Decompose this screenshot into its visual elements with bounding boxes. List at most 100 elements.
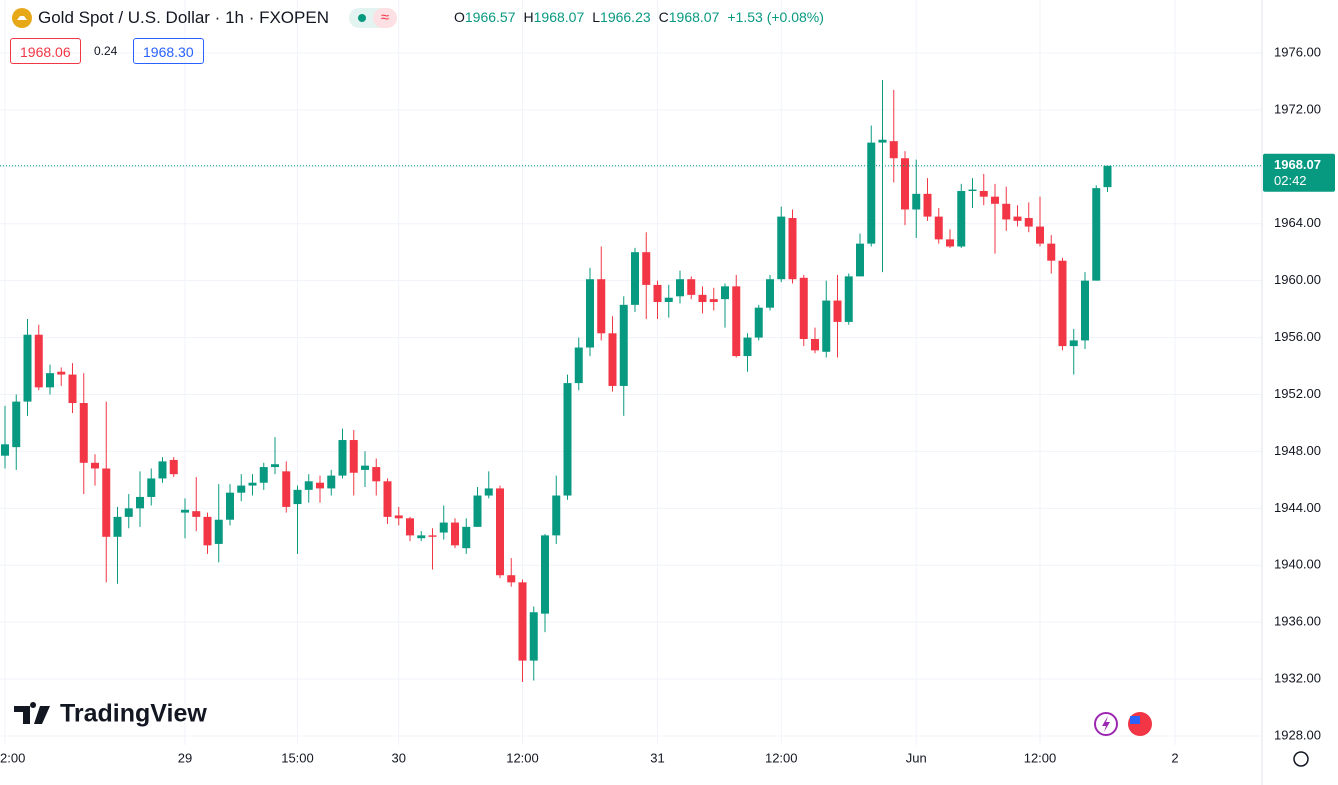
candle-body: [518, 582, 527, 661]
symbol-header[interactable]: Gold Spot / U.S. Dollar · 1h · FXOPEN ≈: [12, 7, 397, 29]
ohlc-key: H: [523, 9, 534, 25]
candle-body: [653, 284, 662, 302]
candle-body: [304, 481, 313, 490]
candle-body: [788, 218, 797, 280]
candle-body: [698, 294, 707, 302]
candle-body: [743, 337, 752, 357]
x-tick-label: 12:00: [765, 750, 798, 765]
settings-icon[interactable]: [1293, 751, 1309, 767]
y-tick-label: 1956.00: [1274, 329, 1321, 344]
candle-body: [586, 279, 594, 348]
watermark-logo: TradingView: [14, 700, 207, 728]
candle-body: [158, 461, 167, 479]
candle-body: [552, 495, 561, 536]
candle-body: [102, 468, 111, 537]
flag-canton: [1130, 716, 1140, 724]
y-tick-label: 1964.00: [1274, 215, 1321, 230]
candle-body: [282, 471, 291, 507]
x-tick-label: 2: [1171, 750, 1178, 765]
candle-body: [248, 482, 257, 486]
candle-body: [124, 508, 133, 517]
candle-body: [957, 190, 966, 247]
candle-body: [68, 374, 77, 404]
y-tick-label: 1932.00: [1274, 671, 1321, 686]
candle-body: [327, 475, 336, 489]
candle-body: [968, 189, 977, 191]
candle-body: [259, 467, 268, 483]
candle-body: [203, 516, 212, 546]
y-tick-label: 1948.00: [1274, 443, 1321, 458]
candle-body: [608, 333, 617, 386]
countdown-label: 02:42: [1274, 173, 1307, 188]
candle-body: [136, 496, 144, 509]
events-bolt: [1102, 716, 1110, 732]
candle-body: [721, 286, 729, 300]
candle-body: [1, 444, 9, 456]
y-tick-label: 1940.00: [1274, 557, 1321, 572]
candle-body: [91, 462, 99, 469]
candle-body: [867, 142, 876, 244]
candle-body: [147, 478, 156, 497]
candle-body: [709, 299, 718, 302]
candle-body: [383, 481, 392, 517]
candle-body: [113, 516, 122, 537]
x-tick-label: Jun: [906, 750, 927, 765]
candle-body: [1002, 203, 1011, 220]
y-tick-label: 1972.00: [1274, 101, 1321, 116]
ohlc-key: L: [592, 9, 601, 25]
candle-body: [856, 243, 864, 277]
candle-body: [439, 522, 448, 533]
candle-body: [192, 511, 201, 517]
ohlc-value: 1968.07: [533, 9, 585, 25]
candle-body: [1036, 226, 1044, 244]
candle-body: [979, 190, 988, 197]
x-tick-label: 30: [392, 750, 406, 765]
candle-body: [597, 279, 606, 334]
candle-body: [619, 304, 628, 386]
candle-body: [529, 612, 538, 661]
candle-body: [349, 440, 358, 473]
candle-body: [1081, 280, 1089, 341]
candle-body: [271, 464, 279, 468]
symbol-title: Gold Spot / U.S. Dollar · 1h · FXOPEN: [38, 8, 329, 27]
ohlc-legend: O1966.57 H1968.07 L1966.23 C1968.07 +1.53 (+…: [454, 9, 824, 25]
candle-body: [1024, 218, 1033, 227]
candle-body: [1047, 243, 1056, 261]
candle-body: [541, 535, 549, 614]
events-icon[interactable]: [1094, 712, 1118, 736]
bid-price[interactable]: 1968.06: [10, 38, 81, 64]
candle-body: [338, 440, 347, 476]
candle-body: [631, 252, 639, 305]
candle-body: [214, 519, 223, 544]
candle-body: [799, 277, 808, 339]
candle-body: [428, 535, 437, 537]
candle-body: [473, 495, 482, 527]
candle-body: [934, 216, 943, 240]
candle-body: [394, 515, 403, 519]
x-tick-label: 12:00: [506, 750, 539, 765]
candle-body: [293, 489, 302, 505]
candle-body: [766, 279, 774, 308]
status-badges[interactable]: ≈: [348, 8, 397, 28]
candle-body: [1069, 340, 1078, 347]
y-tick-label: 1944.00: [1274, 500, 1321, 515]
candle-body: [754, 307, 763, 338]
ask-price[interactable]: 1968.30: [133, 38, 204, 64]
spread: 0.24: [94, 44, 118, 58]
y-tick-label: 1936.00: [1274, 614, 1321, 629]
ohlc-value: 1968.07: [668, 9, 720, 25]
candle-body: [642, 252, 651, 285]
candle-body: [833, 300, 842, 322]
candle-body: [912, 193, 921, 210]
candle-body: [1013, 216, 1022, 221]
ohlc-value: 1966.23: [600, 9, 651, 25]
candle-body: [406, 518, 414, 536]
candle-body: [226, 492, 234, 520]
candle-body: [811, 338, 819, 351]
candle-body: [496, 488, 504, 576]
y-tick-label: 1976.00: [1274, 44, 1321, 59]
candle-body: [574, 347, 583, 384]
candle-body: [462, 526, 471, 549]
candle-body: [777, 216, 786, 280]
candle-body: [46, 373, 54, 388]
